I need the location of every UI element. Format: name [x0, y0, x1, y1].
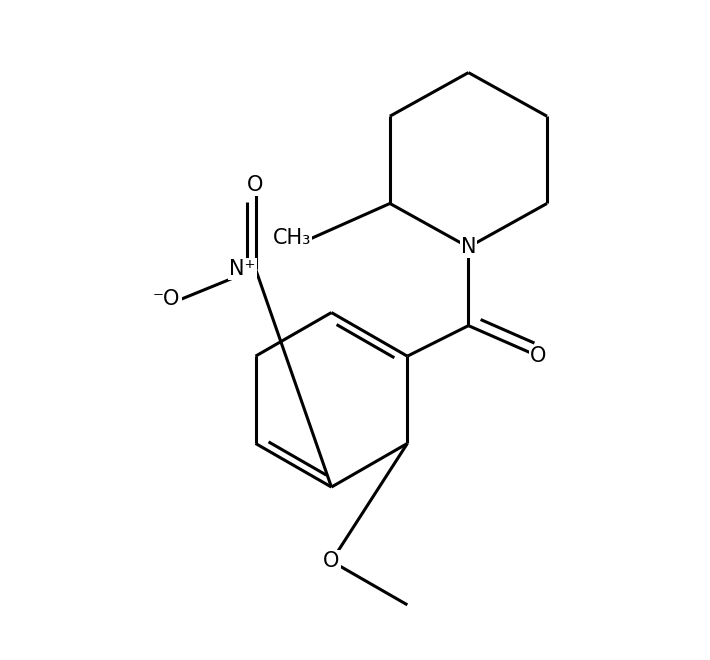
Text: N⁺: N⁺: [229, 259, 256, 279]
Text: ⁻O: ⁻O: [153, 290, 180, 310]
Text: O: O: [247, 175, 263, 195]
Text: O: O: [323, 551, 339, 572]
Text: O: O: [530, 346, 547, 366]
Text: N: N: [461, 237, 476, 257]
Text: CH₃: CH₃: [273, 228, 312, 248]
